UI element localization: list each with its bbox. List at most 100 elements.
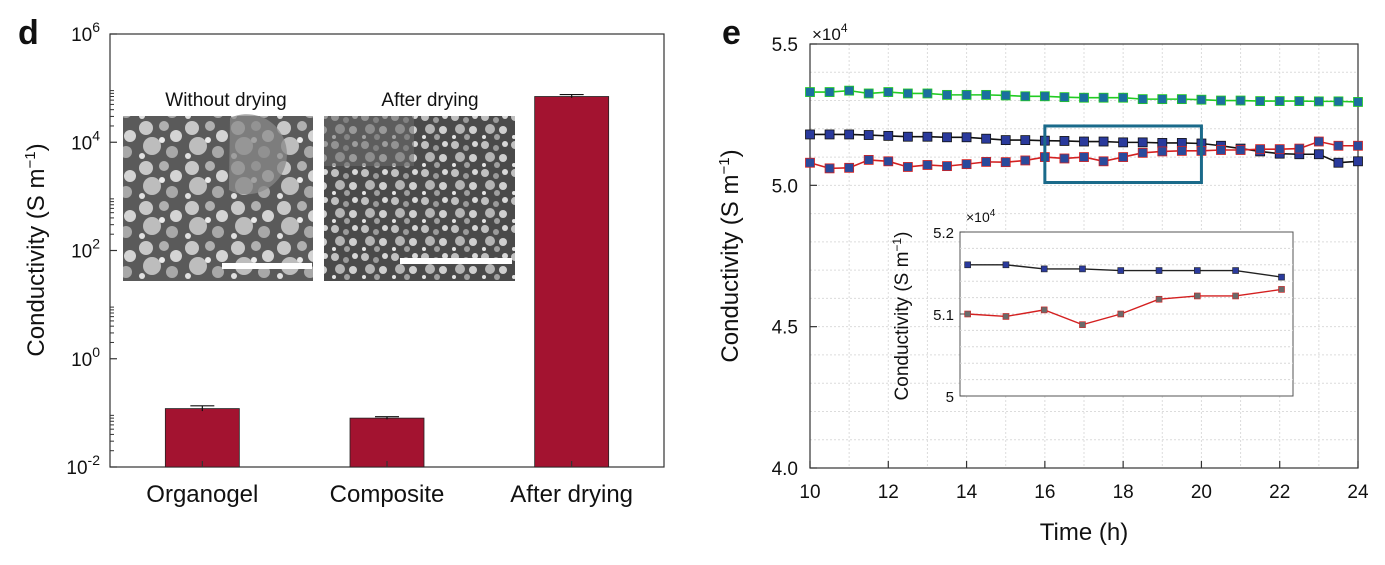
- series-point-black: [844, 129, 855, 140]
- series-point-green: [1313, 96, 1324, 107]
- panel-d-y-axis-title: Conductivity (S m−1): [22, 143, 50, 356]
- series-point-red: [824, 163, 835, 174]
- inset-series-point-black: [1232, 267, 1239, 274]
- series-point-green: [1157, 94, 1168, 105]
- series-point-red: [844, 162, 855, 173]
- series-point-red: [942, 161, 952, 172]
- panel-e: e 4.0 4.5 5.0 5.5 10 12 14 16 18 20 22 24 ×104 Con…: [716, 14, 1369, 546]
- inset-series-point-red: [1232, 292, 1239, 300]
- panel-e-x-tick-label: 24: [1347, 482, 1369, 503]
- panel-e-x-tick-label: 12: [878, 482, 899, 503]
- series-point-green: [1039, 91, 1050, 102]
- series-point-black: [863, 130, 874, 140]
- bar-composite: [349, 417, 425, 468]
- series-point-black: [922, 131, 933, 142]
- inset-series-point-black: [1040, 265, 1048, 273]
- series-point-red: [863, 154, 874, 165]
- series-point-red: [1274, 144, 1285, 155]
- panel-d-y-ticks: 10-2 100 102 104 106: [66, 19, 117, 479]
- series-point-red: [1294, 143, 1305, 154]
- series-point-red: [981, 156, 992, 167]
- series-point-black: [1157, 138, 1168, 148]
- series-point-red: [1157, 146, 1168, 157]
- scale-bar-after-drying: [400, 258, 512, 264]
- panel-e-inset: 5 5.1 5.2 ×104 Conductivity (S m−1): [890, 208, 1294, 406]
- series-point-green: [1137, 94, 1148, 105]
- inset-y-tick-label: 5.2: [933, 225, 954, 242]
- panel-e-plot-area: [809, 43, 1359, 469]
- series-point-green: [863, 88, 874, 99]
- panel-d-y-tick-label: 106: [71, 19, 100, 46]
- series-point-red: [902, 162, 913, 172]
- series-point-green: [1255, 96, 1266, 106]
- series-point-red: [1020, 155, 1031, 166]
- series-point-green: [1176, 94, 1187, 105]
- panel-e-x-tick-label: 14: [956, 482, 978, 503]
- series-point-green: [1098, 92, 1109, 103]
- panel-e-multiplier: ×104: [812, 21, 848, 44]
- inset-y-tick-label: 5.1: [933, 307, 954, 324]
- series-point-green: [1294, 96, 1305, 106]
- series-point-black: [824, 129, 835, 140]
- series-point-green: [1333, 96, 1344, 107]
- panel-e-x-axis-title: Time (h): [1040, 519, 1128, 546]
- panel-d-letter: d: [18, 14, 39, 52]
- series-point-red: [1255, 144, 1266, 155]
- inset-series-point-red: [1117, 310, 1125, 318]
- series-point-green: [1235, 95, 1246, 106]
- series-point-red: [1353, 140, 1363, 151]
- series-point-black: [1000, 135, 1011, 146]
- series-point-black: [1353, 156, 1363, 167]
- series-point-green: [1353, 97, 1363, 107]
- bar-organogel: [164, 408, 240, 468]
- inset-series-point-red: [1040, 306, 1048, 314]
- scale-bar-without-drying: [222, 263, 312, 269]
- panel-e-y-tick-label: 4.0: [772, 459, 798, 480]
- series-point-black: [1333, 157, 1344, 168]
- series-point-black: [1020, 135, 1031, 146]
- inset-y-axis-title: Conductivity (S m−1): [890, 232, 913, 401]
- series-point-green: [805, 87, 815, 97]
- series-point-red: [1118, 152, 1129, 162]
- series-point-black: [1137, 137, 1148, 148]
- series-point-red: [805, 157, 815, 168]
- panel-e-letter: e: [722, 14, 741, 52]
- panel-e-y-tick-label: 5.0: [772, 176, 798, 197]
- panel-d-bars: [164, 93, 610, 468]
- series-point-green: [1000, 90, 1011, 101]
- series-point-red: [1235, 145, 1246, 155]
- inset-series-point-black: [1278, 273, 1285, 281]
- series-point-green: [922, 88, 933, 99]
- series-point-black: [981, 133, 992, 144]
- category-label: After drying: [510, 481, 633, 508]
- panel-e-x-tick-label: 20: [1191, 482, 1212, 503]
- series-point-green: [1079, 92, 1089, 103]
- series-point-red: [1000, 157, 1011, 168]
- inset-y-tick-label: 5: [946, 389, 954, 406]
- series-point-red: [1137, 147, 1148, 158]
- sem-label-after-drying: After drying: [381, 90, 478, 111]
- series-point-green: [1020, 91, 1031, 102]
- series-point-red: [1079, 152, 1089, 162]
- panel-d: d 10-2 100 102 104 106 Organogel Composite Aft…: [18, 14, 665, 508]
- inset-series-point-red: [964, 310, 971, 318]
- series-point-green: [981, 89, 992, 100]
- series-point-green: [942, 89, 952, 100]
- panel-d-y-tick-label: 10-2: [66, 452, 100, 479]
- inset-y-ticks: 5 5.1 5.2: [933, 225, 965, 406]
- inset-series-point-black: [1155, 267, 1163, 274]
- inset-series: [964, 261, 1285, 328]
- series-point-black: [883, 130, 894, 141]
- series-point-red: [1059, 153, 1070, 164]
- series-point-red: [1333, 140, 1344, 151]
- panel-d-y-tick-label: 102: [71, 236, 100, 263]
- panel-d-category-labels: Organogel Composite After drying: [146, 481, 633, 508]
- series-point-green: [824, 87, 835, 97]
- series-point-green: [1196, 94, 1207, 105]
- series-point-red: [1098, 156, 1109, 167]
- series-point-black: [805, 129, 815, 140]
- panel-e-y-axis-title: Conductivity (S m−1): [716, 149, 744, 362]
- series-point-black: [902, 131, 913, 142]
- series-point-red: [922, 160, 933, 170]
- series-point-black: [942, 132, 952, 143]
